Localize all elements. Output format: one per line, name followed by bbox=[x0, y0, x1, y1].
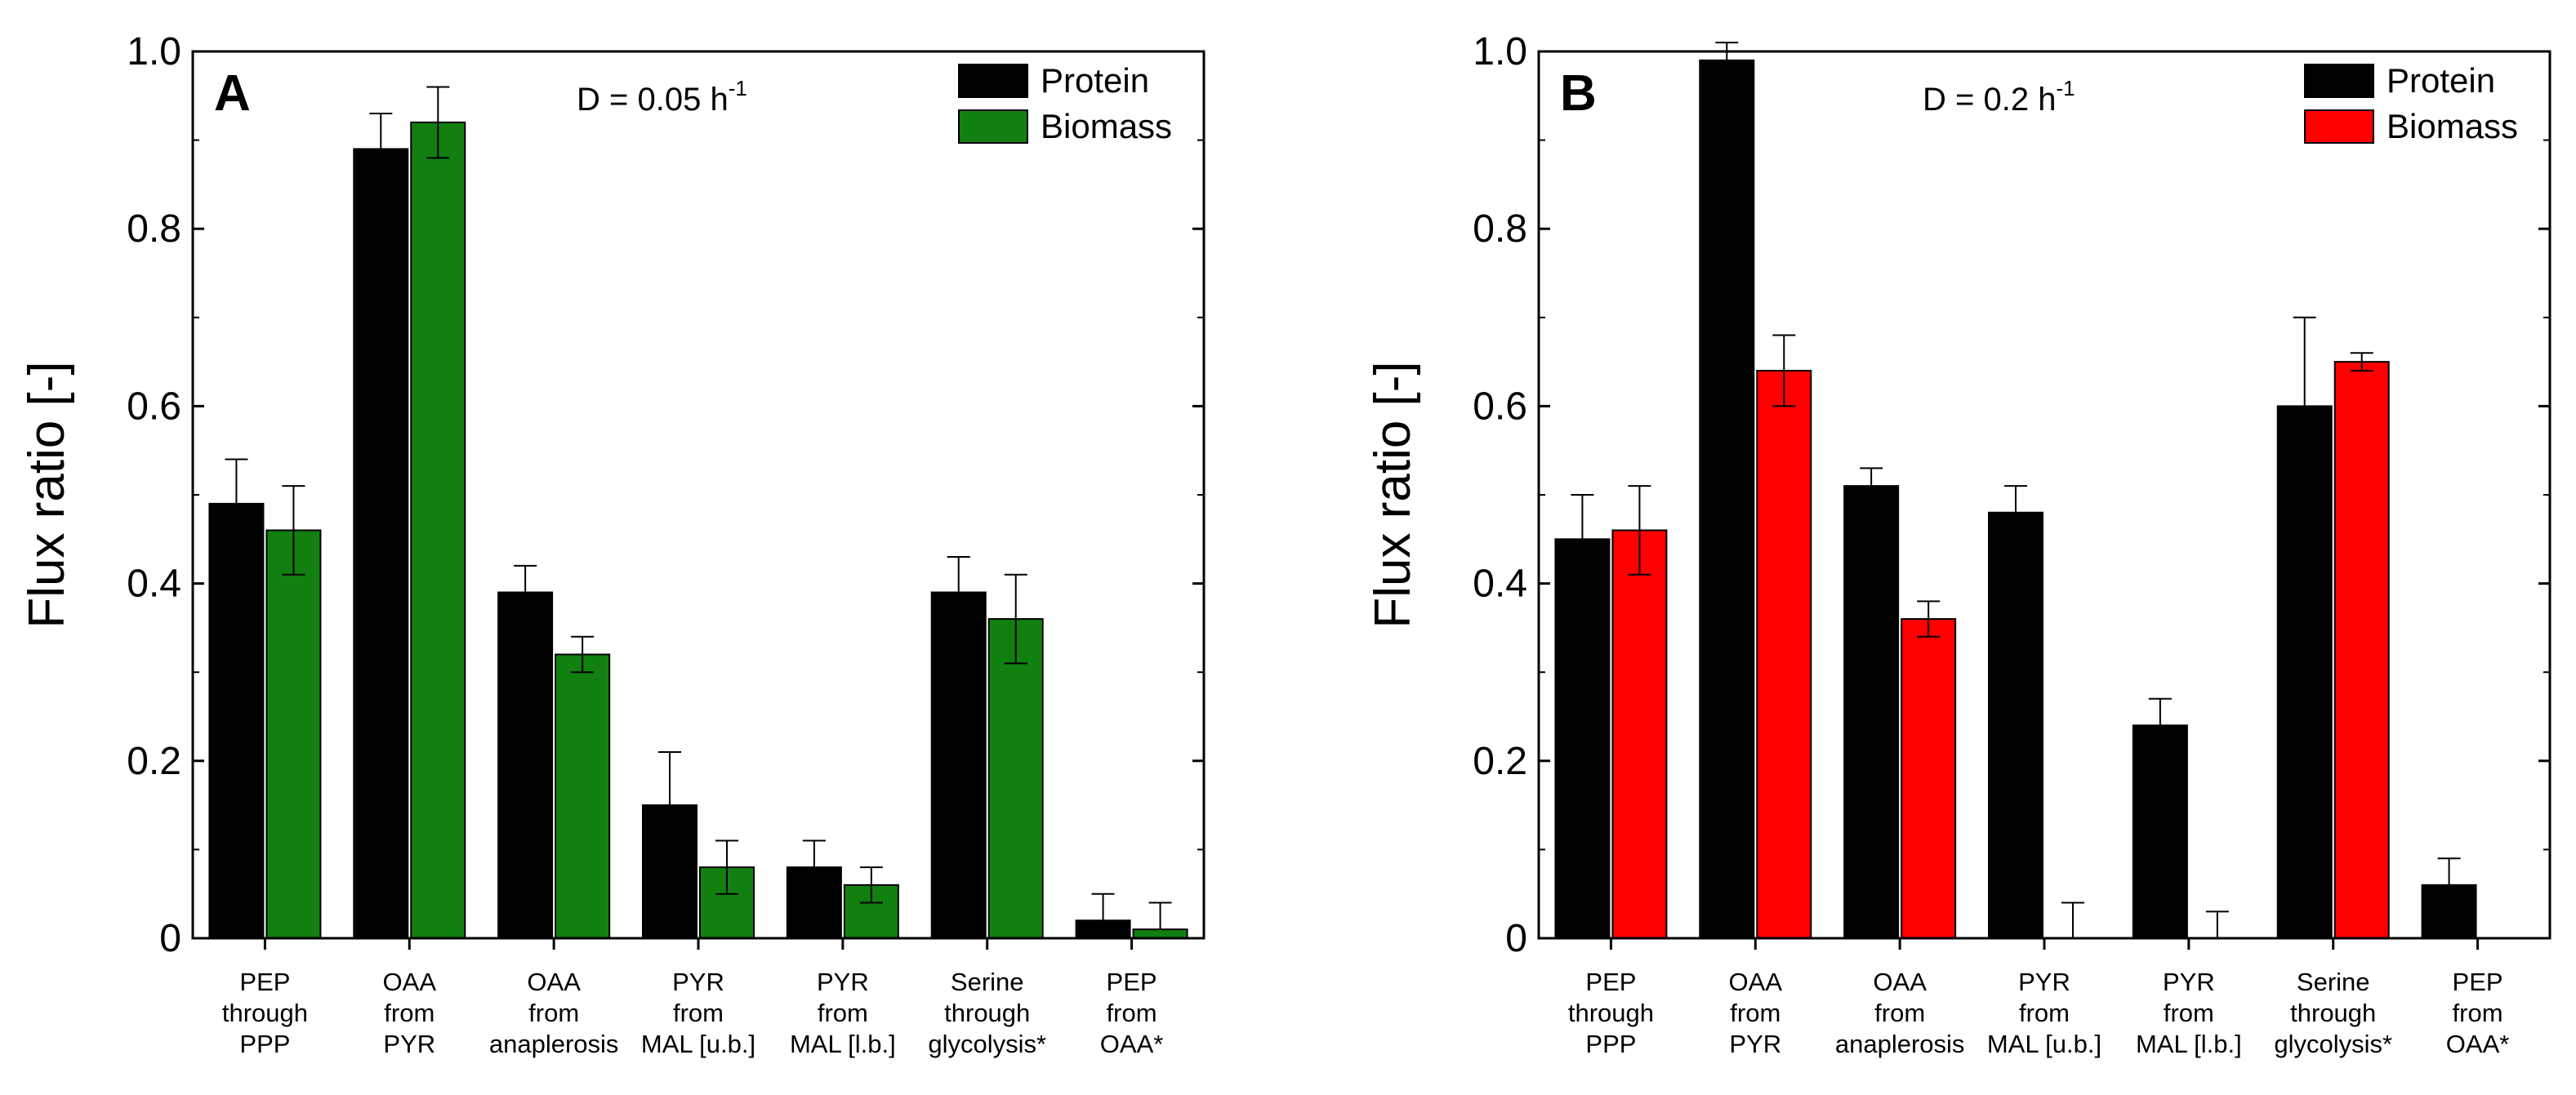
condition-text: D = 0.2 h bbox=[1923, 82, 2056, 118]
condition-label: D = 0.05 h-1 bbox=[577, 76, 747, 118]
bar-biomass-5 bbox=[987, 618, 1044, 939]
category-label: OAA bbox=[1729, 968, 1783, 996]
condition-superscript: -1 bbox=[2056, 76, 2075, 100]
category-label: from bbox=[2164, 999, 2214, 1027]
bar-biomass-2 bbox=[555, 653, 611, 939]
condition-label: D = 0.2 h-1 bbox=[1923, 76, 2075, 118]
y-tick-label: 0.6 bbox=[1473, 385, 1527, 428]
y-tick-label: 0.8 bbox=[127, 207, 181, 251]
bar-protein-5 bbox=[930, 591, 987, 940]
category-label: PYR bbox=[817, 968, 869, 996]
category-label: from bbox=[818, 999, 868, 1027]
legend-label: Biomass bbox=[1041, 107, 1172, 145]
y-tick-label: 1.0 bbox=[1473, 30, 1527, 73]
condition-text: D = 0.05 h bbox=[577, 82, 729, 118]
category-label: PPP bbox=[239, 1030, 290, 1058]
category-label: PYR bbox=[2163, 968, 2215, 996]
y-axis-label: Flux ratio [-] bbox=[1365, 361, 1421, 628]
bar-protein-2 bbox=[1843, 485, 1900, 939]
category-label: from bbox=[384, 999, 435, 1027]
bar-biomass-1 bbox=[1756, 369, 1812, 939]
condition-superscript: -1 bbox=[729, 76, 747, 100]
legend-label: Biomass bbox=[2387, 107, 2518, 145]
category-label: through bbox=[1568, 999, 1654, 1027]
y-tick-label: 0.2 bbox=[127, 740, 181, 783]
category-label: from bbox=[2453, 999, 2503, 1027]
bar-protein-0 bbox=[208, 502, 265, 939]
plot-frame bbox=[1537, 50, 2551, 940]
category-label: PYR bbox=[383, 1030, 435, 1058]
category-label: PEP bbox=[1585, 968, 1636, 996]
y-tick-label: 0.8 bbox=[1473, 207, 1527, 251]
bar-protein-1 bbox=[1699, 59, 1755, 940]
category-label: MAL [u.b.] bbox=[641, 1030, 755, 1058]
y-tick-label: 1.0 bbox=[127, 30, 181, 73]
y-tick-label: 0 bbox=[159, 917, 181, 960]
category-label: OAA* bbox=[1100, 1030, 1164, 1058]
category-label: PYR bbox=[672, 968, 724, 996]
category-label: PYR bbox=[1729, 1030, 1781, 1058]
category-label: PEP bbox=[1107, 968, 1157, 996]
legend-label: Protein bbox=[2387, 61, 2495, 100]
category-label: PYR bbox=[2018, 968, 2070, 996]
bar-biomass-6 bbox=[1132, 928, 1188, 940]
category-label: Serine bbox=[2297, 968, 2370, 996]
panel-label: A bbox=[214, 65, 251, 122]
category-label: through bbox=[2290, 999, 2376, 1027]
category-label: PEP bbox=[2453, 968, 2503, 996]
legend-swatch-protein bbox=[2304, 64, 2374, 98]
y-tick-label: 0.2 bbox=[1473, 740, 1527, 783]
bar-protein-3 bbox=[1988, 511, 2043, 939]
plot-frame bbox=[191, 50, 1206, 940]
category-label: from bbox=[2019, 999, 2070, 1027]
legend-label: Protein bbox=[1041, 61, 1149, 100]
y-tick-label: 0.6 bbox=[127, 385, 181, 428]
category-label: from bbox=[528, 999, 579, 1027]
bar-protein-1 bbox=[353, 148, 409, 939]
category-label: OAA bbox=[1873, 968, 1927, 996]
bar-biomass-0 bbox=[265, 529, 322, 939]
panel-b: 0 0.2 0.4 0.6 0.8 1.0 PEP through PPP OAA from PYR O… bbox=[1365, 30, 2551, 1058]
y-axis-label: Flux ratio [-] bbox=[19, 361, 75, 628]
category-label: anaplerosis bbox=[1835, 1030, 1965, 1058]
y-tick-label: 0 bbox=[1505, 917, 1527, 960]
category-label: PPP bbox=[1585, 1030, 1636, 1058]
category-label: MAL [u.b.] bbox=[1987, 1030, 2101, 1058]
y-tick-label: 0.4 bbox=[127, 563, 181, 606]
y-tick-label: 0.4 bbox=[1473, 563, 1527, 606]
category-label: PEP bbox=[239, 968, 290, 996]
category-label: from bbox=[1730, 999, 1780, 1027]
category-label: OAA bbox=[383, 968, 437, 996]
bar-biomass-1 bbox=[410, 121, 466, 939]
panel-label: B bbox=[1560, 65, 1597, 122]
category-label: anaplerosis bbox=[489, 1030, 619, 1058]
bar-biomass-5 bbox=[2333, 361, 2390, 940]
legend-swatch-biomass bbox=[958, 109, 1028, 144]
category-label: MAL [l.b.] bbox=[790, 1030, 896, 1058]
bar-protein-4 bbox=[2132, 724, 2188, 939]
category-label: OAA bbox=[527, 968, 581, 996]
category-label: from bbox=[1107, 999, 1157, 1027]
category-label: Serine bbox=[951, 968, 1024, 996]
bar-protein-2 bbox=[497, 591, 554, 940]
category-label: glycolysis* bbox=[928, 1030, 1046, 1058]
category-label: OAA* bbox=[2446, 1030, 2510, 1058]
category-label: glycolysis* bbox=[2274, 1030, 2392, 1058]
category-label: through bbox=[222, 999, 308, 1027]
legend-swatch-protein bbox=[958, 64, 1028, 98]
bar-biomass-0 bbox=[1611, 529, 1668, 939]
bar-biomass-2 bbox=[1901, 618, 1957, 939]
category-label: from bbox=[673, 999, 724, 1027]
category-label: MAL [l.b.] bbox=[2136, 1030, 2242, 1058]
category-label: through bbox=[944, 999, 1030, 1027]
legend-swatch-biomass bbox=[2304, 109, 2374, 144]
category-label: from bbox=[1874, 999, 1925, 1027]
bar-protein-6 bbox=[1075, 919, 1131, 940]
panel-a: 0 0.2 0.4 0.6 0.8 1.0 PEP through PPP OAA from PYR O… bbox=[19, 30, 1206, 1058]
bar-protein-0 bbox=[1554, 538, 1611, 939]
